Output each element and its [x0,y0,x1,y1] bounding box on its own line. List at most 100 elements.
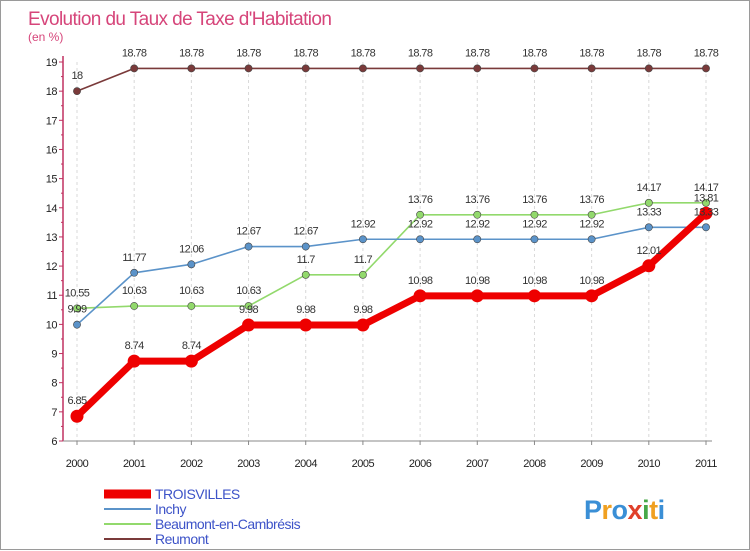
data-point [416,210,424,219]
data-label: 11.7 [354,254,373,266]
brand-letter: t [649,495,658,525]
data-point [242,318,256,332]
data-point [187,260,196,269]
y-tick-label: 14 [46,203,58,215]
data-label: 14.17 [694,182,719,194]
data-point [356,318,370,332]
data-point [530,210,539,219]
brand-letter: r [602,495,613,525]
data-point [244,302,253,310]
data-point [187,64,196,73]
y-tick-label: 12 [46,261,58,273]
data-label: 13.33 [637,206,662,218]
y-tick-label: 7 [51,407,57,419]
data-point [301,270,310,279]
series-line [76,202,707,310]
data-labels: 18 18.78 18.78 18.78 18.78 18.78 18.78 18.78 18.… [65,47,720,407]
data-label: 13.33 [694,206,719,218]
data-label: 18.78 [579,47,604,59]
data-point [530,235,539,244]
data-label: 10.63 [236,285,261,297]
data-label: 11.77 [122,252,146,264]
brand-letter: o [612,495,628,525]
x-tick-label: 2003 [237,458,260,470]
data-label: 18.78 [694,47,719,59]
data-point [73,320,81,329]
data-label: 13.76 [408,194,433,206]
data-point [187,302,196,310]
data-label: 13.81 [694,192,719,204]
data-label: 14.17 [637,182,662,194]
data-point [299,318,313,332]
data-point [301,242,310,251]
brand-logo: Proxiti [584,495,665,525]
y-tick-label: 6 [51,436,57,448]
series-line [76,67,707,92]
data-label: 12.92 [351,218,376,230]
data-label: 12.92 [522,218,547,230]
legend-label: Inchy [155,501,186,517]
data-point [530,64,539,73]
data-label: 10.98 [579,275,604,287]
axes: 6 7 8 9 10 11 12 13 14 15 16 17 18 19 2000 2001 2002 2003… [46,56,718,470]
legend-label: Reumont [155,531,209,547]
data-point [70,409,84,423]
y-tick-label: 8 [51,378,57,390]
brand-letter: P [584,495,602,525]
data-label: 9.99 [67,304,86,316]
data-label: 12.92 [579,218,604,230]
x-tick-label: 2006 [409,458,432,470]
chart-subtitle: (en %) [28,30,63,44]
data-point [244,64,253,73]
data-label: 8.74 [182,340,201,352]
brand-letter: i [642,495,649,525]
data-point [699,206,713,220]
data-point [644,64,653,73]
data-point [585,289,599,303]
x-tick-label: 2004 [294,458,317,470]
y-tick-label: 19 [46,57,58,69]
data-label: 10.98 [522,275,547,287]
data-label: 9.98 [353,304,372,316]
x-tick-label: 2007 [466,458,489,470]
data-label: 10.63 [122,285,147,297]
legend-label: Beaumont-en-Cambrésis [155,516,301,532]
data-label: 18.78 [122,47,147,59]
data-point [244,242,253,251]
data-point [416,235,424,244]
data-label: 18.78 [179,47,204,59]
series-line [76,226,707,326]
data-label: 9.98 [296,304,315,316]
data-point [587,210,596,219]
data-label: 10.98 [408,275,433,287]
y-tick-label: 13 [46,232,58,244]
y-tick-label: 17 [46,115,58,127]
x-tick-label: 2010 [638,458,661,470]
data-label: 18.78 [637,47,662,59]
data-label: 12.92 [408,218,433,230]
data-label: 12.67 [293,226,318,238]
data-label: 12.06 [179,243,204,255]
data-point [416,64,424,73]
data-label: 13.76 [579,194,604,206]
data-label: 12.67 [236,226,261,238]
data-label: 18 [71,70,83,82]
data-label: 18.78 [408,47,433,59]
data-label: 10.98 [465,275,490,287]
data-point [473,210,482,219]
series [70,64,713,423]
data-point [73,87,81,96]
data-point [413,289,427,303]
x-tick-label: 2008 [523,458,546,470]
data-label: 18.78 [522,47,547,59]
x-tick-label: 2002 [180,458,203,470]
x-tick-label: 2005 [352,458,375,470]
grid [76,62,707,441]
y-tick-label: 15 [46,174,58,186]
data-point [127,354,141,368]
data-label: 11.7 [297,254,316,266]
data-point [587,235,596,244]
data-label: 18.78 [351,47,376,59]
